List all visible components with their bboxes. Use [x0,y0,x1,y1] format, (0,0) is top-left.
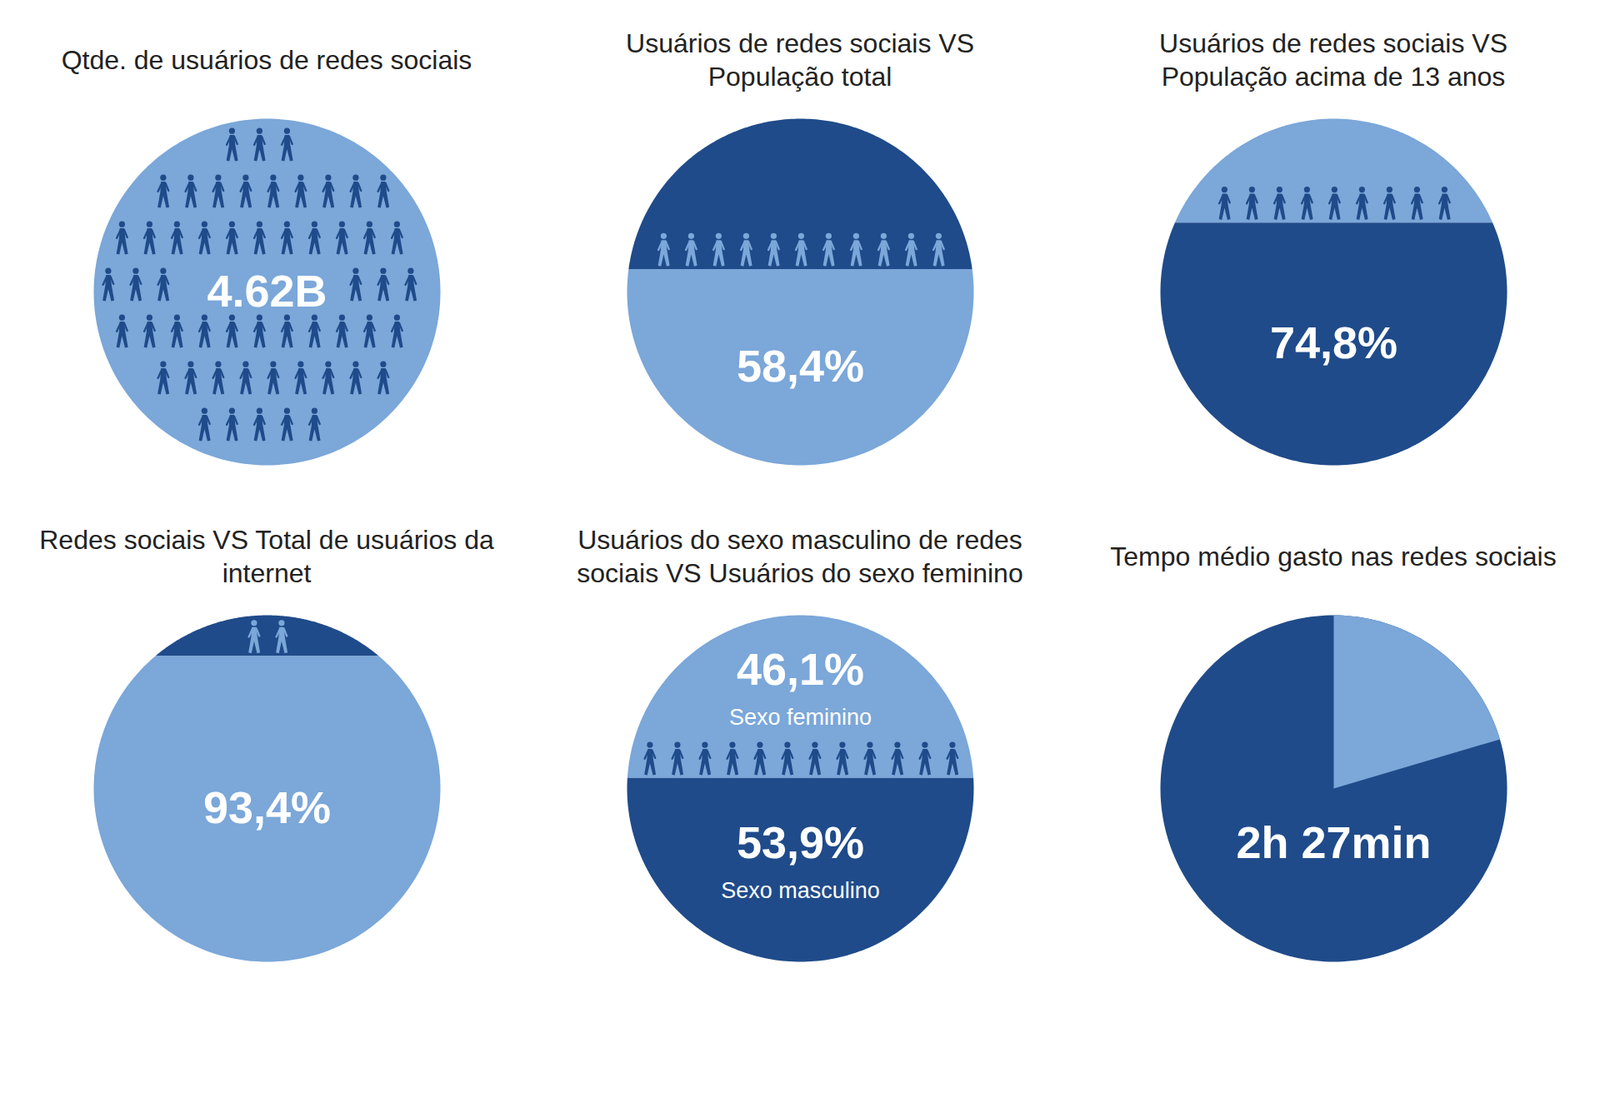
svg-text:Sexo masculino: Sexo masculino [720,878,880,904]
svg-text:Sexo feminino: Sexo feminino [729,705,872,730]
svg-text:58,4%: 58,4% [736,340,865,391]
html-text:Redes sociais VS Total de usuá: Redes sociais VS Total de usuários da in… [39,525,494,589]
html-text:Usuários do sexo masculino de: Usuários do sexo masculino de redes soci… [576,525,1024,589]
svg-text:93,4%: 93,4% [203,782,331,833]
html-text:Usuários de redes sociais VS P: Usuários de redes sociais VS População a… [1159,28,1508,92]
svg-text:4.62B: 4.62B [206,265,327,316]
html-text:Usuários de redes sociais VS P: Usuários de redes sociais VS População t… [625,28,975,92]
svg-text:53,9%: 53,9% [736,817,865,868]
html-text:Tempo médio gasto nas redes so: Tempo médio gasto nas redes sociais [1110,541,1557,572]
html-text:Qtde. de usuários de redes soc: Qtde. de usuários de redes sociais [61,45,472,75]
svg-text:46,1%: 46,1% [736,644,865,695]
svg-text:2h 27min: 2h 27min [1235,817,1431,868]
svg-text:74,8%: 74,8% [1270,317,1398,368]
